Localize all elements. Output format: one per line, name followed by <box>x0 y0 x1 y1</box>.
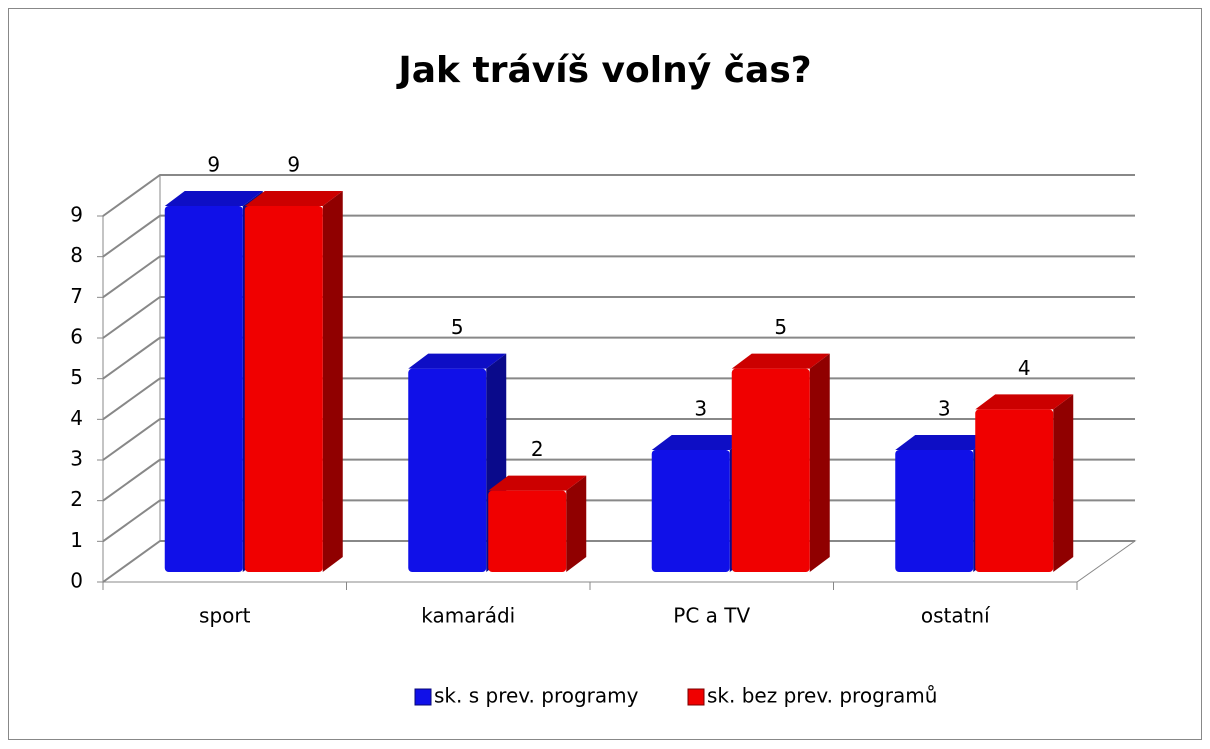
y-tick-label: 5 <box>70 365 83 389</box>
bar-top <box>731 353 830 369</box>
data-label: 4 <box>1018 356 1031 380</box>
bar-top <box>975 394 1074 410</box>
y-tick-label: 4 <box>70 406 83 430</box>
y-tick-label: 3 <box>70 447 83 471</box>
bar-side <box>1053 394 1074 572</box>
legend-swatch <box>687 688 705 706</box>
bar <box>244 206 323 572</box>
bar <box>651 450 730 572</box>
bar <box>895 450 974 572</box>
bar <box>488 490 567 572</box>
legend-label: sk. bez prev. programů <box>707 684 937 708</box>
bar <box>731 368 810 572</box>
bar-top <box>651 435 750 450</box>
x-tick-label: sport <box>199 604 251 628</box>
bar-top <box>164 191 263 206</box>
grid-line <box>102 336 1135 380</box>
x-tick-label: PC a TV <box>673 604 750 628</box>
y-tick-label: 1 <box>70 528 83 552</box>
bar <box>408 368 487 572</box>
data-label: 5 <box>451 315 464 339</box>
grid-line <box>102 296 1135 339</box>
y-tick-label: 7 <box>70 284 83 308</box>
grid-line <box>102 174 1135 217</box>
bar-side <box>809 353 830 572</box>
data-label: 9 <box>207 153 220 177</box>
y-tick-label: 9 <box>70 203 83 227</box>
bar <box>164 206 243 572</box>
data-label: 9 <box>287 153 300 177</box>
bar-top <box>488 475 587 491</box>
x-tick-label: kamarádi <box>421 604 515 628</box>
y-tick-label: 8 <box>70 243 83 267</box>
grid-line <box>102 255 1135 299</box>
bar-top <box>895 435 994 450</box>
chart-title: Jak trávíš volný čas? <box>395 50 811 91</box>
bar <box>975 409 1054 572</box>
bar-side <box>322 191 343 572</box>
y-tick-label: 6 <box>70 325 83 349</box>
bar-top <box>408 353 507 369</box>
legend-swatch <box>414 688 432 706</box>
data-label: 3 <box>694 397 707 421</box>
data-label: 5 <box>774 315 787 339</box>
data-label: 3 <box>938 397 951 421</box>
bar-side <box>566 475 587 572</box>
grid-line <box>102 214 1135 258</box>
y-tick-label: 2 <box>70 487 83 511</box>
x-tick-label: ostatní <box>921 604 991 628</box>
legend-label: sk. s prev. programy <box>434 684 639 708</box>
y-tick-label: 0 <box>70 569 83 593</box>
data-label: 2 <box>531 437 544 461</box>
bar-top <box>244 191 343 206</box>
